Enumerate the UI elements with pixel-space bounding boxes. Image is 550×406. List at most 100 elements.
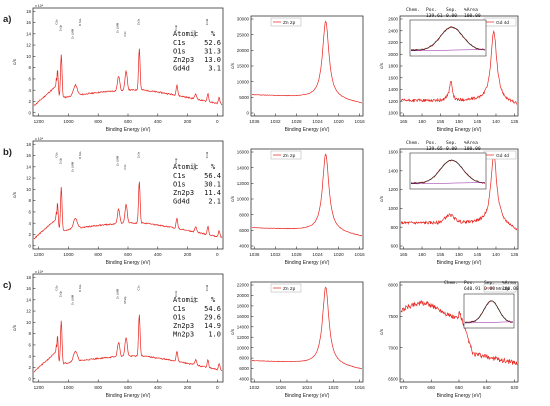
survey-peak-label: Zn2p (58, 290, 62, 297)
survey-ytick-label: 10 (26, 187, 31, 192)
detail-legend-label: Mn 2p (496, 286, 510, 292)
survey-ytick-label: 16 (26, 20, 31, 25)
zn-xtick-label: 1028 (291, 252, 302, 257)
zn-ytick-label: 10000 (237, 79, 250, 84)
detail-xtick-label: 650 (455, 385, 463, 390)
detail-ytick-label: 1600 (388, 150, 398, 155)
zn-xtick-label: 1016 (355, 119, 366, 124)
zn2p-legend-label: Zn 2p (283, 20, 296, 26)
survey-ytick-label: 18 (26, 9, 31, 14)
zn-ytick-label: 4000 (239, 244, 249, 249)
survey-ytick-label: 6 (29, 77, 32, 82)
detail-xlabel: Binding Energy (eV) (437, 260, 482, 266)
survey-exponent: x 10⁴ (35, 270, 44, 274)
detail-ytick-label: 2400 (388, 28, 398, 33)
inset-header: Sep. (446, 7, 457, 13)
detail-ytick-label: 800 (391, 225, 399, 230)
survey-xtick-label: 600 (124, 385, 132, 390)
survey-peak-label: Zn3p (174, 157, 178, 164)
zn-frame (250, 15, 364, 117)
survey-peak-label: O KLL (78, 284, 82, 292)
survey-xtick-label: 1200 (34, 119, 45, 124)
survey-xtick-label: 200 (184, 252, 192, 257)
survey-peak-label: O1s (55, 19, 59, 25)
table-element: Mn2p3 (173, 331, 194, 339)
zn-ytick-label: 25000 (237, 32, 250, 37)
survey-xtick-label: 0 (216, 119, 219, 124)
detail-xtick-label: 630 (511, 385, 519, 390)
inset-value: 640.91 (464, 286, 481, 292)
table-header-atomic: Atomic (173, 30, 198, 38)
survey-ytick-label: 10 (26, 320, 31, 325)
survey-exponent: x 10⁴ (35, 137, 44, 141)
zn-xtick-label: 1020 (333, 252, 344, 257)
detail-panel: 670 660 650 640 630 6500 7000 7500 8000 Binding E… (379, 280, 519, 399)
survey-ytick-label: 8 (29, 198, 32, 203)
detail-ytick-label: 2000 (388, 52, 398, 57)
survey-spectrum-line (33, 181, 223, 240)
detail-xtick-label: 165 (400, 252, 408, 257)
survey-peak-label: Zn2p (58, 24, 62, 31)
detail-xtick-label: 145 (474, 119, 482, 124)
survey-peak-label: C1s (136, 285, 140, 291)
inset-header: Pos. (426, 7, 437, 13)
detail-ytick-label: 1600 (388, 75, 398, 80)
table-value: 14.9 (204, 322, 221, 330)
zn2p-panel: 1036 1032 1028 1024 1020 1016 4000 6000 8000 1000… (230, 148, 365, 266)
table-element: Gd4d (173, 65, 190, 73)
survey-ytick-label: 8 (29, 65, 32, 70)
survey-xtick-label: 0 (216, 385, 219, 390)
table-value: 13.0 (204, 56, 221, 64)
survey-panel: 1200 1000 800 600 400 200 0 0 2 4 6 8 10 12 14 16 18 Bind… (12, 270, 224, 399)
table-value: 29.6 (204, 314, 221, 322)
zn-xtick-label: 1024 (312, 252, 323, 257)
survey-xtick-label: 200 (184, 385, 192, 390)
zn-xtick-label: 1032 (270, 119, 281, 124)
inset-header: Pos. (426, 140, 437, 146)
inset-value: 0.00 (446, 13, 457, 19)
zn-xtick-label: 1024 (312, 119, 323, 124)
survey-ylabel: c/s (12, 191, 17, 198)
detail-xtick-label: 660 (427, 385, 435, 390)
survey-ytick-label: 4 (29, 88, 32, 93)
zn-xlabel: Binding Energy (eV) (285, 127, 330, 133)
survey-xtick-label: 400 (154, 252, 162, 257)
detail-ylabel: c/s (379, 195, 384, 202)
zn2p-legend-label: Zn 2p (283, 153, 296, 159)
survey-ytick-label: 14 (26, 297, 31, 302)
survey-xtick-label: 400 (154, 119, 162, 124)
survey-peak-label: Zn3p (174, 24, 178, 31)
survey-ytick-label: 18 (26, 275, 31, 280)
zn2p-legend-box (270, 283, 302, 293)
row-b: b) 1200 1000 800 600 400 200 0 0 2 4 6 8 10 12 14 16 18 Bi… (3, 137, 519, 266)
detail-ytick-label: 600 (391, 244, 399, 249)
table-element: Zn2p3 (173, 189, 194, 197)
inset-header: Sep. (446, 140, 457, 146)
detail-ytick-label: 6500 (388, 377, 398, 382)
survey-xtick-label: 400 (154, 385, 162, 390)
detail-legend-label: Gd 4d (496, 153, 509, 159)
zn-xtick-label: 1028 (291, 119, 302, 124)
table-element: C1s (173, 39, 186, 47)
row-a: a)1200 1000 800 600 400 200 0024681012141618Bi… (3, 4, 519, 133)
survey-ytick-label: 16 (26, 286, 31, 291)
survey-peak-label: Zn3s (136, 151, 140, 158)
zn-ylabel: c/s (230, 62, 235, 69)
zn-ytick-label: 8000 (239, 356, 249, 361)
detail-xtick-label: 160 (418, 252, 426, 257)
survey-xtick-label: 1200 (34, 385, 45, 390)
zn-ytick-label: 8000 (239, 212, 249, 217)
survey-exponent: x 10⁴ (35, 4, 44, 8)
detail-xtick-label: 135 (511, 119, 519, 124)
inset-value: 0.00 (484, 286, 495, 292)
survey-ytick-label: 12 (26, 43, 31, 48)
survey-xtick-label: 800 (94, 119, 102, 124)
survey-peak-label: Zn LMM (70, 294, 74, 305)
detail-ytick-label: 2600 (388, 17, 398, 22)
zn-ytick-label: 5000 (239, 95, 249, 100)
row-c: c)1200 1000 800 600 400 200 0024681012141618Bi… (3, 270, 519, 399)
inset-header: %Area (464, 140, 478, 146)
inset-value: 0.00 (446, 146, 457, 152)
zn-frame (250, 281, 364, 383)
zn2p-panel: 1036 1032 1028 1024 1020 1016 0 5000 10000 15000 2… (230, 15, 366, 133)
